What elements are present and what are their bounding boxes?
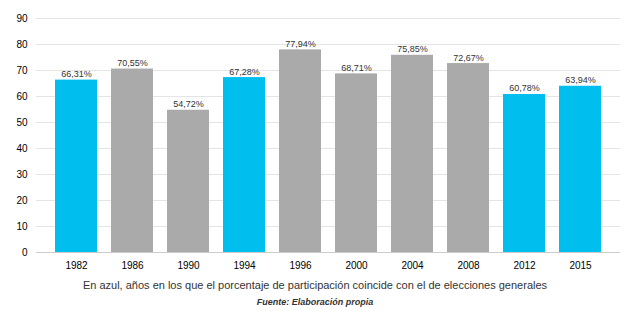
svg-text:50: 50 [16,117,28,128]
svg-text:2015: 2015 [569,260,592,271]
svg-text:1990: 1990 [177,260,200,271]
svg-text:66,31%: 66,31% [61,69,92,79]
svg-text:20: 20 [16,195,28,206]
svg-text:1994: 1994 [233,260,256,271]
svg-text:60: 60 [16,91,28,102]
svg-text:2012: 2012 [513,260,536,271]
svg-text:77,94%: 77,94% [285,39,316,49]
svg-text:54,72%: 54,72% [173,99,204,109]
svg-text:10: 10 [16,221,28,232]
svg-text:2000: 2000 [345,260,368,271]
svg-text:2004: 2004 [401,260,424,271]
svg-text:1986: 1986 [121,260,144,271]
html-text:En azul, años en los que el po: En azul, años en los que el porcentaje d… [82,279,548,291]
svg-text:2008: 2008 [457,260,480,271]
svg-text:1996: 1996 [289,260,312,271]
svg-text:72,67%: 72,67% [453,53,484,63]
svg-text:80: 80 [16,39,28,50]
svg-text:68,71%: 68,71% [341,63,372,73]
svg-text:60,78%: 60,78% [509,83,540,93]
svg-text:90: 90 [16,13,28,24]
svg-text:30: 30 [16,169,28,180]
svg-text:40: 40 [16,143,28,154]
svg-text:1982: 1982 [65,260,88,271]
html-text:Fuente: Elaboración propia: Fuente: Elaboración propia [256,297,374,307]
svg-text:70: 70 [16,65,28,76]
svg-text:0: 0 [22,247,28,258]
svg-text:70,55%: 70,55% [117,58,148,68]
svg-text:63,94%: 63,94% [565,75,596,85]
svg-text:67,28%: 67,28% [229,67,260,77]
svg-text:75,85%: 75,85% [397,44,428,54]
